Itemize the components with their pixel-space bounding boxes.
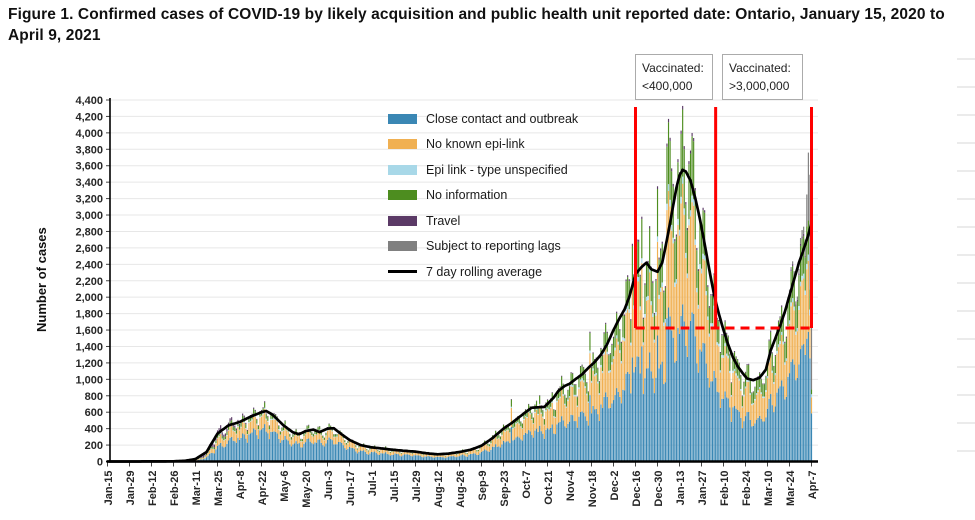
svg-text:Oct-21: Oct-21 <box>543 471 555 505</box>
svg-text:Sep-9: Sep-9 <box>477 471 489 501</box>
svg-text:Feb-26: Feb-26 <box>169 471 181 506</box>
svg-text:Mar-25: Mar-25 <box>213 471 225 506</box>
legend-item-2: Epi link - type unspecified <box>388 162 578 178</box>
legend-label-5: Subject to reporting lags <box>426 239 561 254</box>
svg-text:1,800: 1,800 <box>75 309 103 321</box>
svg-text:Jul-15: Jul-15 <box>389 471 401 503</box>
svg-text:Jan-29: Jan-29 <box>125 471 137 506</box>
x-axis-ticks: Jan-15 Jan-29 Feb-12 Feb-26 Mar-11 Mar-25 Apr-… <box>103 470 819 508</box>
svg-text:Feb-24: Feb-24 <box>741 470 753 506</box>
svg-text:4,400: 4,400 <box>75 95 103 107</box>
svg-text:4,000: 4,000 <box>75 128 103 140</box>
legend-swatch-3 <box>388 190 417 201</box>
legend-label-1: No known epi-link <box>426 137 525 152</box>
svg-text:Mar-10: Mar-10 <box>763 471 775 506</box>
svg-text:Jul-1: Jul-1 <box>367 471 379 497</box>
vaccinated-box-2-line-1: Vaccinated: <box>729 61 791 75</box>
svg-text:2,600: 2,600 <box>75 243 103 255</box>
legend-item-4: Travel <box>388 213 578 229</box>
svg-text:May-20: May-20 <box>301 471 313 508</box>
legend-swatch-0 <box>388 113 417 124</box>
legend-item-5: Subject to reporting lags <box>388 239 578 255</box>
vaccinated-box-1-line-1: Vaccinated: <box>642 61 704 75</box>
y-axis-ticks: 0 200 400 600 800 1,000 1,200 1,400 1,600 1,800 2,… <box>75 95 103 469</box>
svg-text:2,800: 2,800 <box>75 226 103 238</box>
legend-label-4: Travel <box>426 213 461 228</box>
legend-swatch-2 <box>388 164 417 175</box>
svg-text:Apr-22: Apr-22 <box>257 471 269 506</box>
svg-text:Oct-7: Oct-7 <box>521 471 533 499</box>
svg-text:Mar-24: Mar-24 <box>785 470 797 506</box>
svg-text:Dec-2: Dec-2 <box>609 471 621 501</box>
right-edge-gridline-marks <box>957 58 975 470</box>
svg-text:Dec-16: Dec-16 <box>631 471 643 507</box>
legend-swatch-5 <box>388 241 417 252</box>
svg-text:Mar-11: Mar-11 <box>191 471 203 506</box>
legend-swatch-6 <box>388 270 417 274</box>
svg-text:600: 600 <box>85 407 103 419</box>
axis-lines <box>109 98 818 463</box>
svg-text:Aug-12: Aug-12 <box>433 471 445 508</box>
vaccinated-annotation-box-1: Vaccinated: <400,000 <box>635 54 713 100</box>
svg-text:4,200: 4,200 <box>75 111 103 123</box>
figure-title: Figure 1. Confirmed cases of COVID-19 by… <box>8 6 945 45</box>
legend-item-0: Close contact and outbreak <box>388 111 578 127</box>
svg-text:3,600: 3,600 <box>75 161 103 173</box>
legend-label-3: No information <box>426 188 508 203</box>
legend-label-2: Epi link - type unspecified <box>426 162 568 177</box>
svg-text:1,600: 1,600 <box>75 325 103 337</box>
legend-swatch-1 <box>388 139 417 150</box>
svg-text:Apr-8: Apr-8 <box>235 471 247 500</box>
svg-text:3,400: 3,400 <box>75 177 103 189</box>
svg-text:Nov-4: Nov-4 <box>565 470 577 501</box>
svg-text:Feb-10: Feb-10 <box>719 471 731 506</box>
chart-legend: Close contact and outbreak No known epi-l… <box>388 111 578 280</box>
legend-label-0: Close contact and outbreak <box>426 111 579 126</box>
svg-text:2,000: 2,000 <box>75 292 103 304</box>
legend-label-6: 7 day rolling average <box>426 264 543 279</box>
red-annotation-lines <box>634 106 813 330</box>
svg-text:Apr-7: Apr-7 <box>807 471 819 500</box>
svg-text:3,000: 3,000 <box>75 210 103 222</box>
svg-text:3,800: 3,800 <box>75 144 103 156</box>
svg-text:800: 800 <box>85 391 103 403</box>
svg-text:400: 400 <box>85 424 103 436</box>
svg-text:2,200: 2,200 <box>75 276 103 288</box>
svg-text:0: 0 <box>97 457 103 469</box>
legend-item-3: No information <box>388 188 578 204</box>
rolling-average-line <box>106 168 813 463</box>
legend-item-6: 7 day rolling average <box>388 264 578 280</box>
svg-text:1,400: 1,400 <box>75 341 103 353</box>
svg-text:200: 200 <box>85 440 103 452</box>
legend-swatch-4 <box>388 215 417 226</box>
svg-text:Feb-12: Feb-12 <box>147 471 159 506</box>
legend-item-1: No known epi-link <box>388 137 578 153</box>
svg-text:Jan-27: Jan-27 <box>697 471 709 506</box>
vaccinated-box-1-line-2: <400,000 <box>642 79 693 93</box>
svg-text:Nov-18: Nov-18 <box>587 471 599 508</box>
svg-text:Jul-29: Jul-29 <box>411 471 423 503</box>
svg-text:1,200: 1,200 <box>75 358 103 370</box>
svg-text:May-6: May-6 <box>279 471 291 502</box>
svg-text:Jan-13: Jan-13 <box>675 471 687 506</box>
svg-text:Sep-23: Sep-23 <box>499 471 511 507</box>
svg-text:2,400: 2,400 <box>75 259 103 271</box>
vaccinated-annotation-box-2: Vaccinated: >3,000,000 <box>722 54 803 100</box>
svg-text:3,200: 3,200 <box>75 194 103 206</box>
svg-text:Jun-17: Jun-17 <box>345 471 357 506</box>
svg-text:Jun-3: Jun-3 <box>323 471 335 500</box>
svg-text:Dec-30: Dec-30 <box>653 471 665 507</box>
svg-text:Jan-15: Jan-15 <box>103 471 115 506</box>
vaccinated-box-2-line-2: >3,000,000 <box>729 79 790 93</box>
svg-text:Aug-26: Aug-26 <box>455 471 467 508</box>
svg-text:1,000: 1,000 <box>75 374 103 386</box>
